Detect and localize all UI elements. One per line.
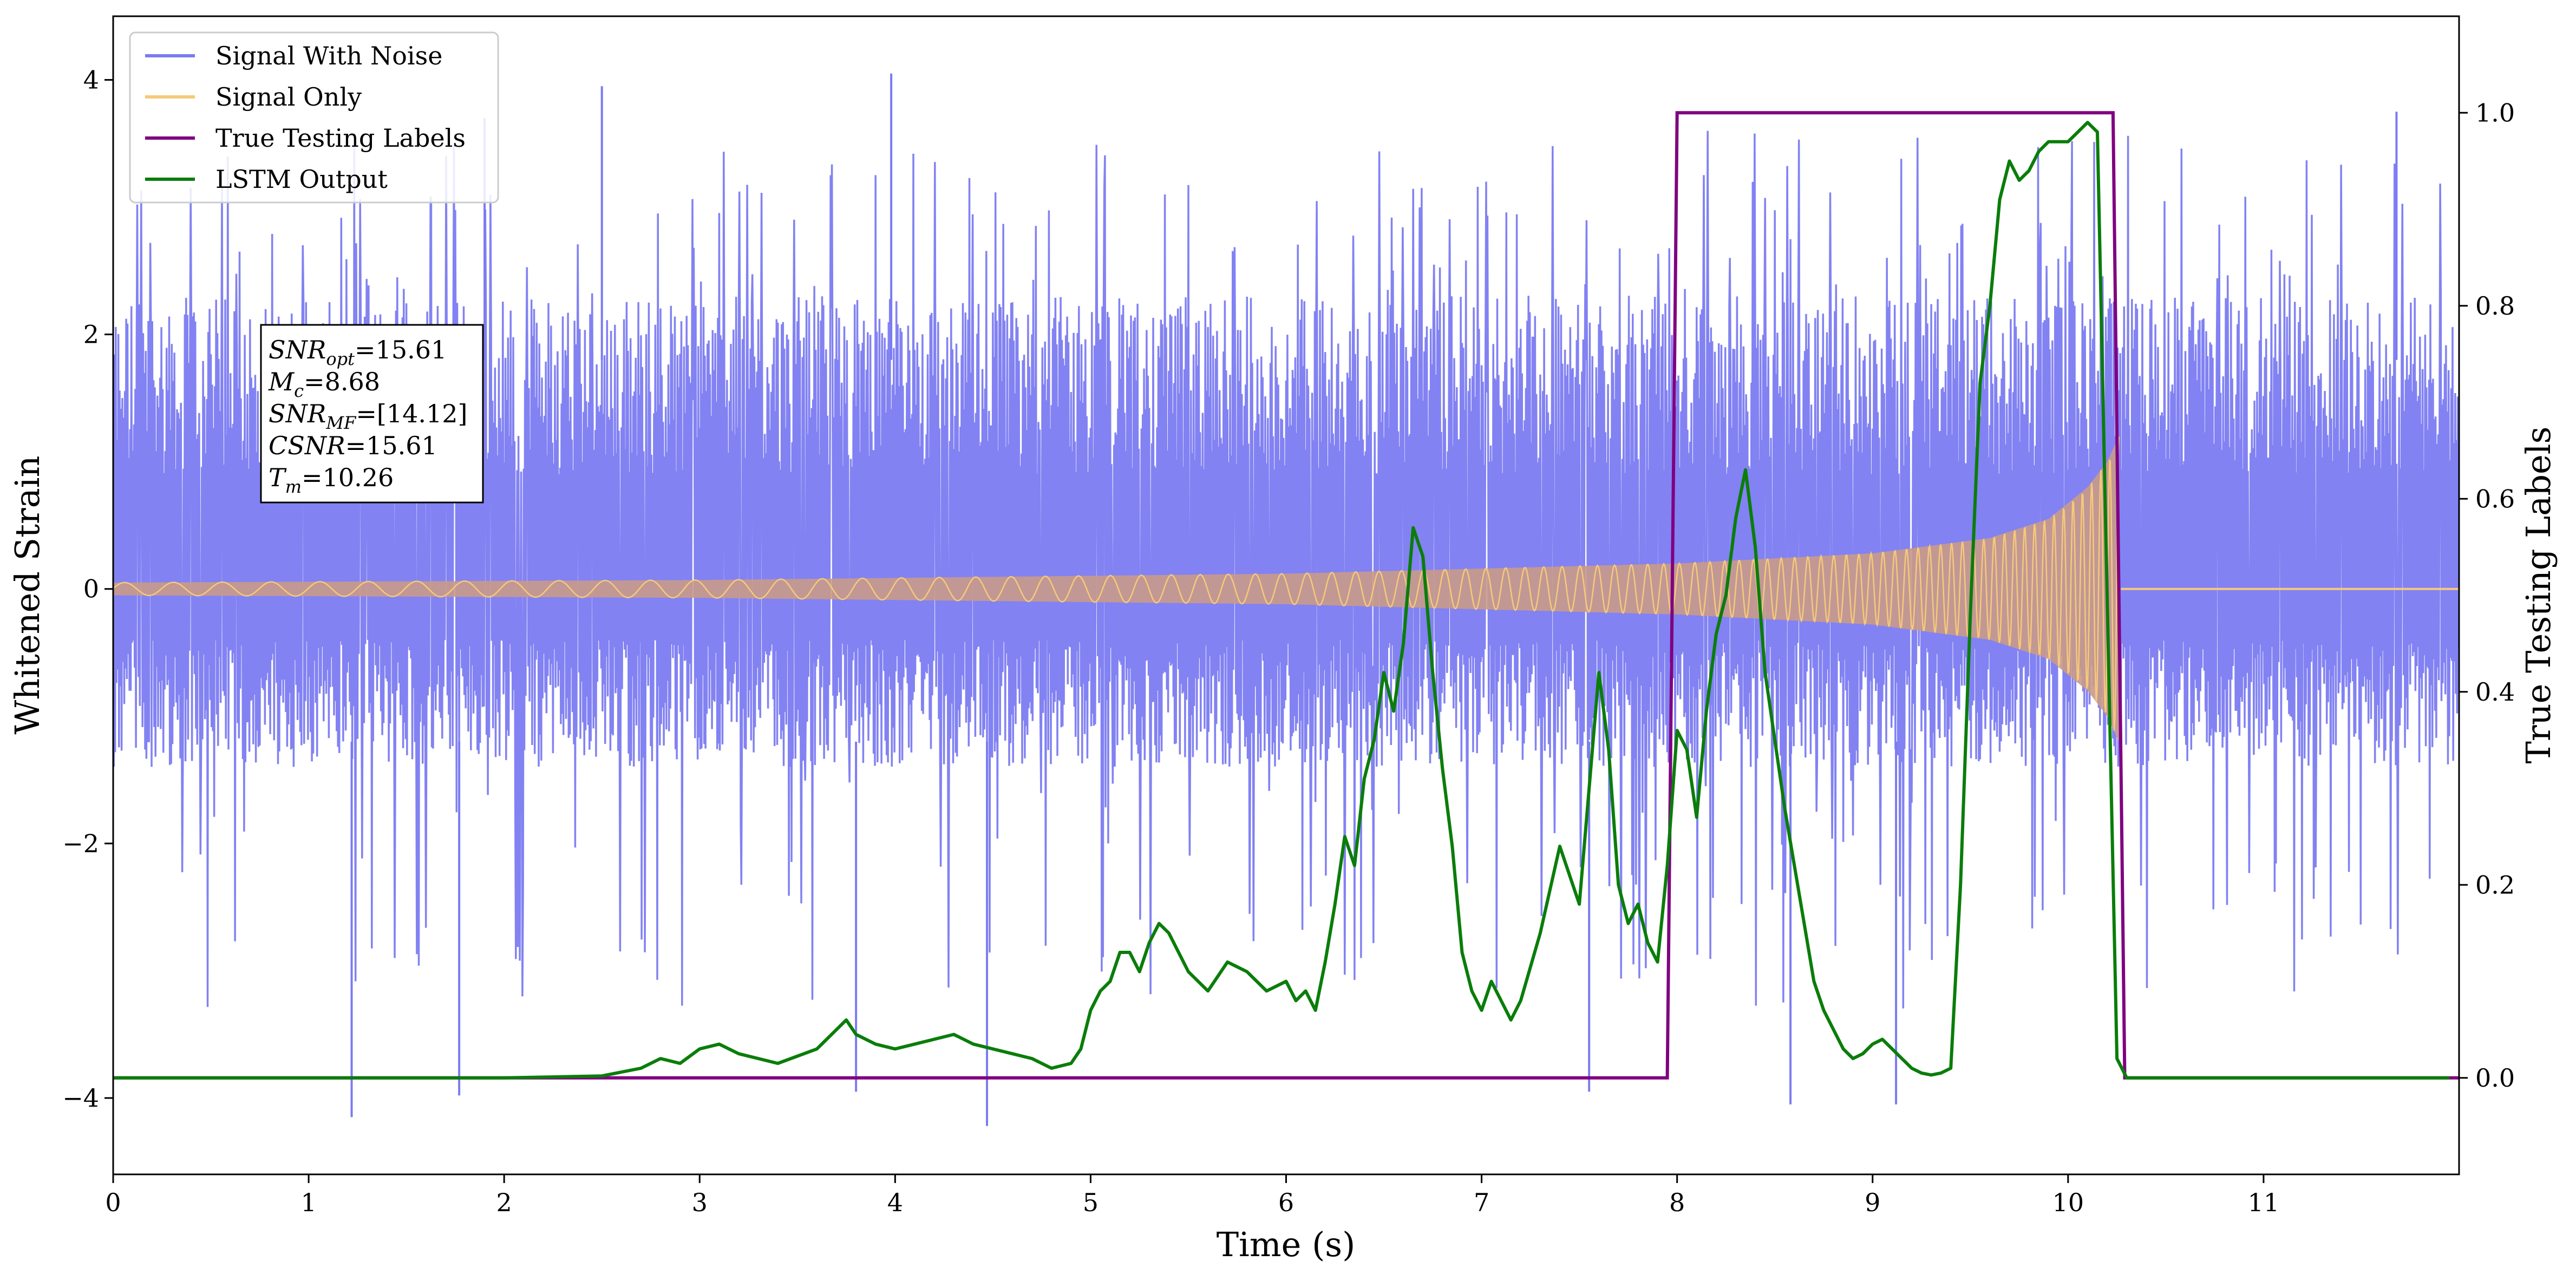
stats-line: Mc=8.68 — [268, 367, 380, 401]
lstm-line — [113, 121, 2449, 1080]
signal-envelope — [113, 436, 2119, 742]
y-right-tick-label: 0.6 — [2475, 484, 2515, 513]
legend-label: True Testing Labels — [215, 123, 466, 153]
x-axis-label: Time (s) — [1217, 1225, 1356, 1264]
y-left-tick-label: 0 — [83, 574, 99, 604]
stats-annotation: SNRopt=15.61Mc=8.68SNRMF=[14.12]CSNR=15.… — [260, 324, 484, 504]
x-tick-label: 11 — [2248, 1188, 2280, 1217]
y-axis-right-label: True Testing Labels — [2519, 427, 2558, 764]
series-signal-only — [113, 436, 2459, 742]
legend: Signal With Noise Signal Only True Testing… — [129, 31, 499, 204]
y-right-tick-label: 0.8 — [2475, 291, 2515, 321]
stats-line: Tm=10.26 — [269, 463, 394, 497]
y-left-tick-label: −4 — [62, 1083, 99, 1113]
y-axis-left-label: Whitened Strain — [8, 456, 47, 735]
x-tick-label: 6 — [1278, 1188, 1294, 1217]
stats-line: SNRopt=15.61 — [269, 335, 447, 369]
x-tick-label: 0 — [105, 1188, 121, 1217]
y-right-tick-label: 0.0 — [2475, 1063, 2515, 1093]
signal-trace — [113, 436, 2120, 731]
x-tick-label: 9 — [1865, 1188, 1880, 1217]
x-tick-label: 1 — [300, 1188, 316, 1217]
series-lstm-output — [113, 121, 2449, 1080]
y-axis-right: 0.0 0.2 0.4 0.6 0.8 1.0 — [2459, 98, 2515, 1093]
stats-line: CSNR=15.61 — [269, 431, 437, 460]
y-right-tick-label: 0.2 — [2475, 870, 2515, 899]
legend-label: Signal Only — [215, 82, 362, 112]
y-right-tick-label: 1.0 — [2475, 98, 2515, 127]
stats-annotation-frame — [260, 324, 484, 504]
x-tick-label: 10 — [2052, 1188, 2084, 1217]
x-tick-label: 3 — [692, 1188, 708, 1217]
y-left-tick-label: 2 — [83, 320, 99, 349]
series-signal-with-noise — [113, 73, 2459, 1126]
noise-trace — [113, 130, 2459, 1009]
stats-line: SNRMF=[14.12] — [269, 399, 468, 433]
y-left-tick-label: −2 — [62, 829, 99, 858]
x-tick-label: 2 — [496, 1188, 512, 1217]
x-tick-label: 7 — [1474, 1188, 1489, 1217]
y-left-tick-label: 4 — [83, 66, 99, 95]
legend-label: LSTM Output — [215, 165, 388, 194]
legend-frame — [129, 31, 499, 204]
x-axis: 0 1 2 3 4 5 6 7 8 9 10 11 — [105, 1174, 2279, 1217]
x-tick-label: 5 — [1083, 1188, 1099, 1217]
x-tick-label: 8 — [1669, 1188, 1685, 1217]
y-axis-left: −4 −2 0 2 4 — [62, 66, 113, 1113]
x-tick-label: 4 — [887, 1188, 903, 1217]
y-right-tick-label: 0.4 — [2475, 677, 2515, 707]
legend-label: Signal With Noise — [215, 41, 442, 70]
